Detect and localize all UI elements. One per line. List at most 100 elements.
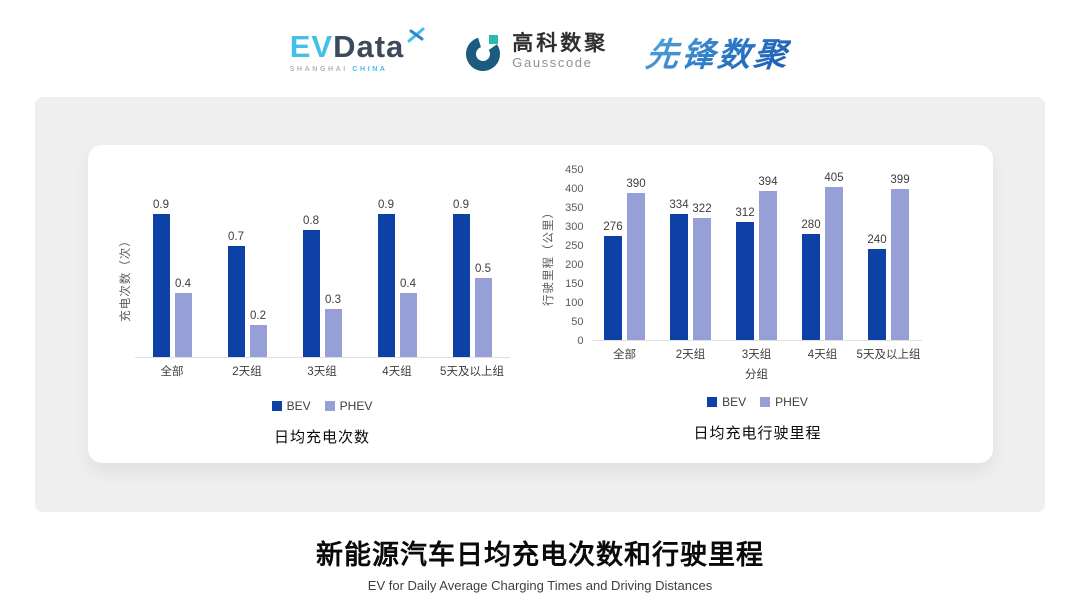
evdata-logo-ev: EV [289,29,334,64]
y-tick-label: 200 [565,259,584,271]
category-label: 5天及以上组 [856,349,921,361]
bar-value-label: 394 [758,176,778,189]
bar-value-label: 0.8 [303,214,319,227]
category-label: 2天组 [232,366,262,378]
category-label: 2天组 [675,349,706,361]
logo-header: EV Data SHANGHAI CHINA 高科数聚 Gausscode 先锋数… [0,0,1080,97]
categories-row: 全部 2天组 3天组 4天组 5天及以上组 [592,346,922,362]
bar-value-label: 0.4 [175,278,191,291]
gausscode-cn-label: 高科数聚 [512,32,609,56]
evdata-logo: EV Data SHANGHAI CHINA [289,27,427,73]
legend-label: PHEV [775,395,808,409]
category-label: 5天及以上组 [440,366,504,378]
chart-caption: 日均充电次数 [273,429,370,446]
y-axis-label-wrap: 充电次数（次） [115,198,135,358]
phev-bar: 390 [626,178,646,340]
categories-row: 全部 2天组 3天组 4天组 5天及以上组 [135,363,510,379]
bar-value-label: 0.3 [325,294,341,307]
bar-value-label: 0.5 [475,262,491,275]
y-tick-label: 300 [565,221,584,233]
bar-group: 240 399 [856,174,922,340]
phev-bar: 0.3 [324,294,342,357]
bar-value-label: 322 [692,203,712,216]
bar-value-label: 399 [890,174,910,187]
bev-bar: 334 [669,199,689,340]
y-axis-label-wrap: 行驶里程（公里） [538,170,558,341]
y-tick-label: 400 [565,183,584,195]
category-label: 3天组 [741,349,772,361]
bar-group: 276 390 [592,178,658,340]
bar-group: 334 322 [658,199,724,340]
gausscode-en-label: Gausscode [512,55,593,71]
bar-value-label: 334 [669,198,689,211]
y-tick-label: 450 [565,164,584,176]
gausscode-logo: 高科数聚 Gausscode [464,32,608,72]
sparkle-icon [407,27,425,43]
bar-group: 0.9 0.4 [135,199,210,357]
legend: BEV PHEV [271,399,373,413]
bar-group: 312 394 [724,176,790,340]
chart-card: 充电次数（次） 0.9 0.4 0.7 0.2 0.8 0.3 0.9 0.4 0.9 0.5 全… [87,145,993,463]
bar-value-label: 240 [867,234,887,247]
y-tick-label: 100 [565,297,584,309]
figure-footer: 新能源汽车日均充电次数和行驶里程 EV for Daily Average Ch… [0,533,1080,593]
bev-bar: 0.9 [377,199,395,357]
bar-value-label: 405 [824,172,844,184]
y-tick-label: 150 [565,278,584,290]
legend-label: BEV [286,399,311,413]
y-tick-label: 0 [577,335,584,347]
bar-value-label: 0.2 [250,310,266,323]
bar-group: 0.8 0.3 [285,215,360,357]
bar-value-label: 0.9 [453,198,469,211]
category-label: 全部 [160,366,184,378]
bar-value-label: 0.7 [228,230,244,243]
y-ticks: 0 50 100 150 200 250 300 350 400 450 [558,164,592,347]
bev-bar: 0.9 [452,199,470,357]
category-label: 3天组 [307,366,337,378]
evdata-tagline-left: SHANGHAI [289,66,348,73]
phev-bar: 0.5 [474,263,492,357]
bar-group: 0.9 0.5 [435,199,510,357]
y-axis-label: 充电次数（次） [119,234,132,322]
category-label: 4天组 [807,349,838,361]
figure-title: 新能源汽车日均充电次数和行驶里程 [316,540,764,570]
phev-bar: 405 [824,172,844,340]
y-tick-label: 250 [565,240,584,252]
legend-item: PHEV [324,399,373,413]
bar-value-label: 0.9 [153,198,169,211]
phev-bar: 0.4 [174,278,192,357]
bev-bar: 276 [603,221,623,340]
evdata-tagline: SHANGHAI CHINA [290,66,427,73]
chart-panel: 充电次数（次） 0.9 0.4 0.7 0.2 0.8 0.3 0.9 0.4 0.9 0.5 全… [35,97,1045,512]
bev-bar: 0.8 [302,215,320,357]
bar-value-label: 0.4 [400,278,416,291]
bev-bar: 0.9 [152,199,170,357]
phev-bar: 322 [692,203,712,340]
legend-item: BEV [271,399,311,413]
evdata-logo-data: Data [333,29,405,64]
phev-bar: 0.4 [399,278,417,357]
legend-swatch [760,397,771,407]
bar-value-label: 276 [603,220,623,233]
legend-swatch [324,401,335,411]
figure-subtitle: EV for Daily Average Charging Times and … [367,578,713,593]
legend-label: BEV [722,395,747,409]
driving-distance-chart: 行驶里程（公里） 0 50 100 150 200 250 300 350 400 450 276… [538,145,978,463]
bev-bar: 240 [867,234,887,340]
phev-bar: 0.2 [249,310,267,357]
y-axis-label: 行驶里程（公里） [542,205,555,306]
bar-value-label: 390 [626,177,646,190]
bar-group: 0.7 0.2 [210,231,285,357]
category-label: 全部 [613,349,636,361]
bev-bar: 280 [801,219,821,340]
bar-group: 0.9 0.4 [360,199,435,357]
y-tick-label: 50 [571,316,584,328]
legend-label: PHEV [339,399,373,413]
legend-item: BEV [707,395,746,409]
legend: BEV PHEV [707,395,808,409]
bev-bar: 312 [735,207,755,340]
phev-bar: 394 [758,176,778,340]
chart-caption: 日均充电行驶里程 [693,425,822,442]
charging-times-chart: 充电次数（次） 0.9 0.4 0.7 0.2 0.8 0.3 0.9 0.4 0.9 0.5 全… [115,145,530,463]
bev-bar: 0.7 [227,231,245,357]
